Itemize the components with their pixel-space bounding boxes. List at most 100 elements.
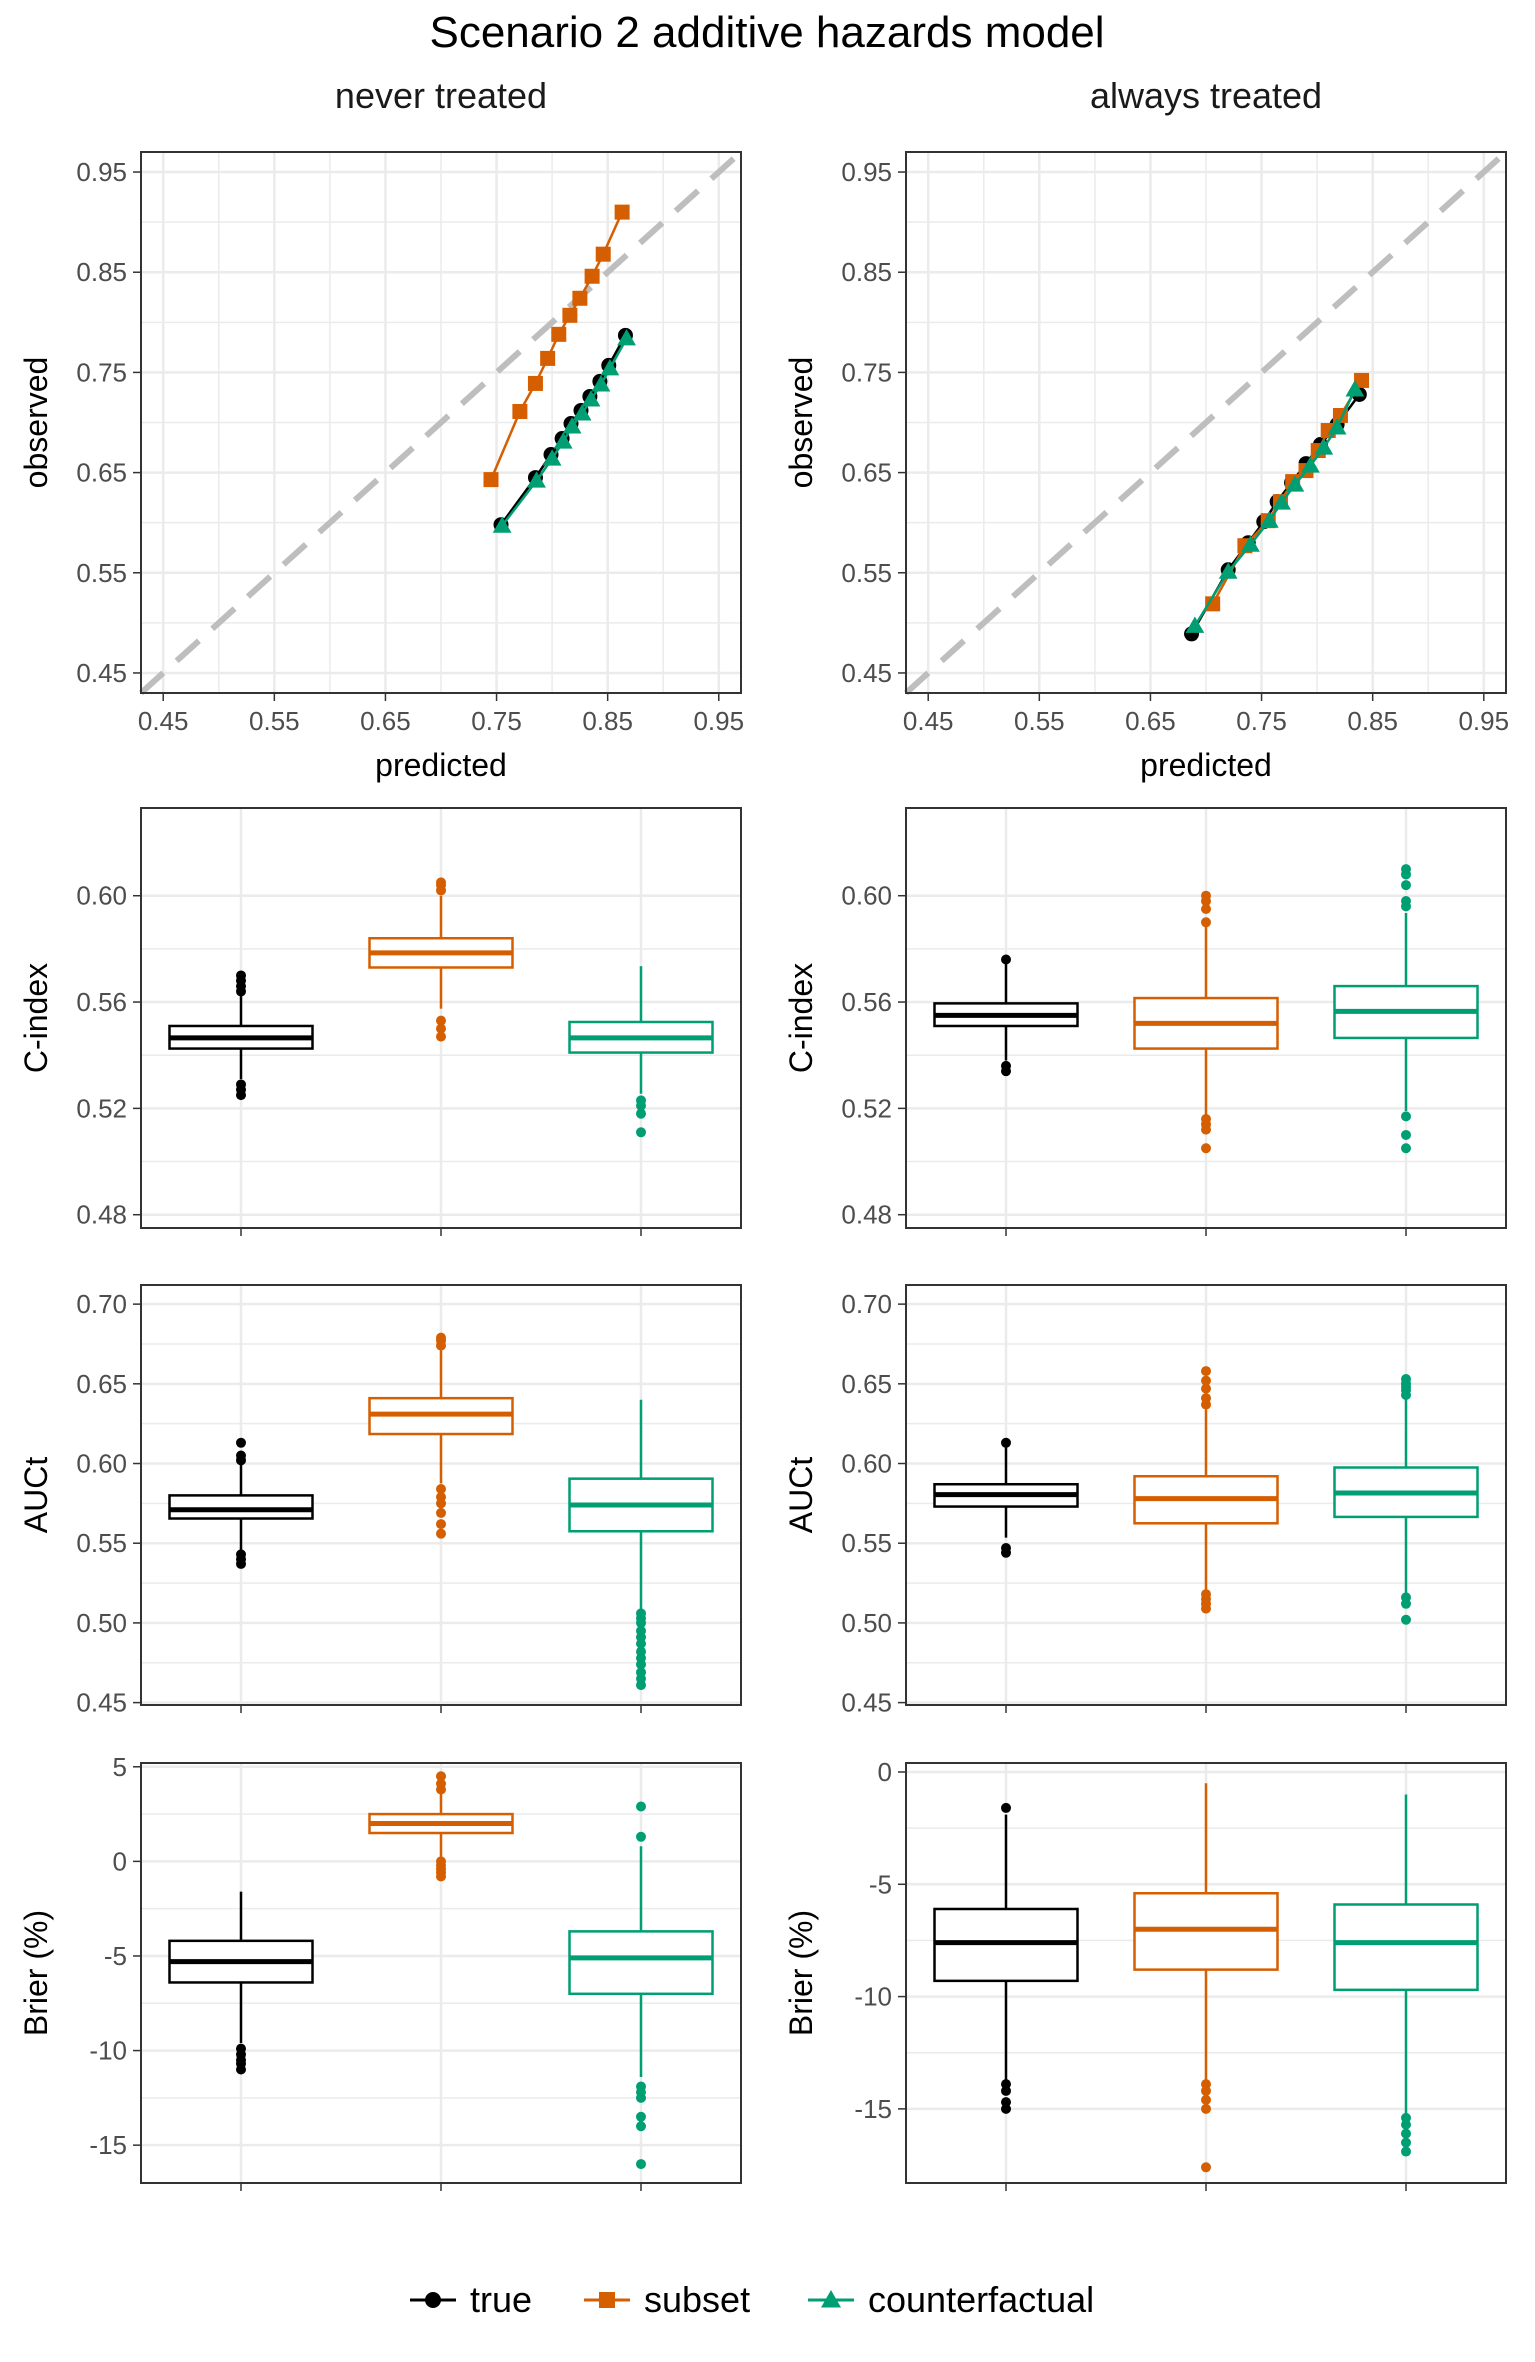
series-line-counterfactual [1193, 388, 1357, 627]
outlier-point [1401, 880, 1411, 891]
plot-grid: never treated 0.45 0.55 0.65 0.75 0.85 0.95 0.4… [18, 75, 1509, 2191]
outlier-point [1201, 1589, 1211, 1600]
outlier-point [1401, 1374, 1411, 1385]
panel-border [905, 1762, 1507, 2184]
outlier-point [636, 1608, 646, 1619]
panel-border [140, 151, 742, 694]
outlier-point [636, 1646, 646, 1657]
y-tick-label: 0.65 [76, 458, 127, 488]
outlier-point [1401, 896, 1411, 907]
data-point-subset [527, 375, 543, 391]
outlier-point [636, 1108, 646, 1119]
y-tick-label: 0.55 [76, 1528, 127, 1558]
y-tick-label: 0 [878, 1757, 892, 1787]
y-tick-label: 5 [113, 1752, 127, 1782]
y-tick-label: -15 [854, 2094, 892, 2124]
box-iqr [168, 1494, 314, 1520]
x-tick-label: 0.45 [903, 706, 954, 736]
outlier-point [636, 1625, 646, 1636]
legend-label: subset [644, 2279, 750, 2320]
outlier-point [1201, 1143, 1211, 1154]
outlier-point [1001, 1437, 1011, 1448]
box-subset [368, 1332, 514, 1539]
outlier-point [636, 1831, 646, 1842]
panel-border [140, 807, 742, 1229]
y-tick-label: 0.75 [76, 357, 127, 387]
x-tick-label: 0.55 [1014, 706, 1065, 736]
y-tick-label: 0.55 [841, 1528, 892, 1558]
panel-auct-never: 0.45 0.50 0.55 0.60 0.65 0.70 AUCt [18, 1284, 742, 1718]
y-tick-label: 0.45 [76, 1688, 127, 1718]
panel-border [140, 1762, 742, 2184]
data-point-subset [512, 403, 528, 419]
facet-title: always treated [1090, 75, 1322, 116]
box-counterfactual [1333, 864, 1479, 1154]
y-tick-label: 0.50 [841, 1608, 892, 1638]
box-true [933, 1802, 1079, 2114]
outlier-point [236, 1549, 246, 1560]
x-tick-label: 0.75 [471, 706, 522, 736]
outlier-point [436, 1031, 446, 1042]
y-tick-label: 0.60 [76, 881, 127, 911]
panel-border [905, 1284, 1507, 1706]
panel-brier-always: -15 -10 -5 0 Brier (%) [783, 1757, 1507, 2191]
outlier-point [1001, 2097, 1011, 2108]
data-point-counterfactual [1285, 475, 1305, 492]
y-tick-label: 0.70 [841, 1289, 892, 1319]
outlier-point [1401, 1111, 1411, 1122]
data-point-subset [540, 350, 556, 366]
data-point-subset [551, 326, 567, 342]
x-tick-label: 0.65 [360, 706, 411, 736]
y-tick-label: 0.55 [841, 558, 892, 588]
legend-item-counterfactual: counterfactual [808, 2279, 1094, 2320]
facet-title: never treated [335, 75, 547, 116]
outlier-point [1201, 1393, 1211, 1404]
y-tick-label: 0.60 [76, 1449, 127, 1479]
box-subset [1133, 890, 1279, 1154]
outlier-point [436, 1778, 446, 1789]
x-tick-label: 0.65 [1125, 706, 1176, 736]
series-line-subset [489, 211, 624, 481]
data-point-subset [572, 290, 588, 306]
x-axis-label: predicted [375, 747, 507, 783]
data-point-counterfactual [1272, 493, 1291, 510]
legend-marker [425, 2292, 441, 2308]
outlier-point [236, 1079, 246, 1090]
y-tick-label: 0 [113, 1846, 127, 1876]
box-subset [368, 1771, 514, 1882]
outlier-point [636, 1667, 646, 1678]
outlier-point [1201, 890, 1211, 901]
box-true [168, 1437, 314, 1569]
outlier-point [1401, 2137, 1411, 2148]
y-tick-label: 0.45 [841, 1688, 892, 1718]
outlier-point [1201, 1375, 1211, 1386]
y-tick-label: 0.48 [841, 1200, 892, 1230]
outlier-point [1401, 1129, 1411, 1140]
box-true [933, 1437, 1079, 1558]
y-tick-label: 0.60 [841, 1449, 892, 1479]
data-point-subset [614, 204, 630, 220]
legend-marker [599, 2292, 615, 2308]
outlier-point [436, 1771, 446, 1782]
panel-cindex-always: 0.48 0.52 0.56 0.60 C-index [783, 807, 1507, 1236]
y-tick-label: 0.65 [841, 1369, 892, 1399]
reference-line [138, 149, 744, 696]
y-axis-label: Brier (%) [18, 1910, 54, 2036]
y-tick-label: 0.60 [841, 881, 892, 911]
y-axis-label: observed [18, 357, 54, 489]
x-tick-label: 0.95 [1458, 706, 1509, 736]
y-tick-label: 0.55 [76, 558, 127, 588]
legend-item-true: true [410, 2279, 532, 2320]
data-point-subset [595, 246, 611, 262]
data-point-counterfactual [527, 471, 546, 488]
box-counterfactual [568, 966, 714, 1138]
y-axis-label: observed [783, 357, 819, 489]
outlier-point [636, 2111, 646, 2122]
y-tick-label: -10 [854, 1982, 892, 2012]
y-tick-label: 0.45 [841, 658, 892, 688]
data-point-counterfactual [1301, 456, 1320, 473]
y-tick-label: 0.50 [76, 1608, 127, 1638]
outlier-point [1201, 2094, 1211, 2105]
panel-cal-never: never treated 0.45 0.55 0.65 0.75 0.85 0.95 0.4… [18, 75, 744, 783]
